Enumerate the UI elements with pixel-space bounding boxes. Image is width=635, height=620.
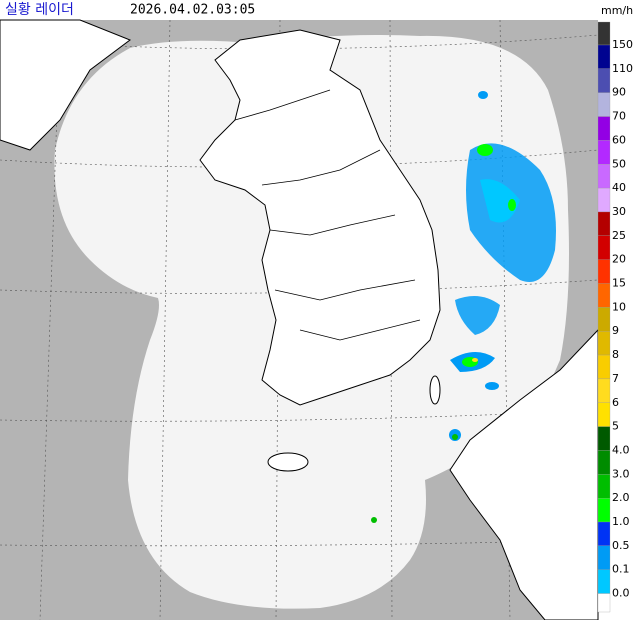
map [0,19,599,620]
legend-label: 1.0 [612,515,630,528]
legend-label: 0.1 [612,563,630,576]
legend-swatch [597,116,611,141]
legend-label: 40 [612,181,626,194]
legend-swatch [597,497,611,523]
legend-swatch [597,164,611,189]
legend-label: 7 [612,372,619,385]
legend-label: 9 [612,324,619,337]
legend-label: 60 [612,133,626,146]
korea-peninsula [199,29,441,406]
title: 실황 레이더 [5,2,74,18]
legend-label: 25 [612,229,626,242]
china-coast [0,19,132,151]
legend-swatch [597,307,611,332]
legend-swatch [597,521,611,547]
legend-swatch [597,569,611,594]
legend-swatch [597,545,611,570]
legend-label: 0.0 [612,587,630,600]
jeju [267,452,309,472]
legend-label: 4.0 [612,443,630,456]
legend-swatch [597,593,611,613]
legend-label: 50 [612,157,626,170]
legend-label: 5 [612,420,619,433]
legend-swatch [597,68,611,93]
legend-label: 70 [612,110,626,123]
legend-swatch [597,450,611,475]
legend-swatch [597,211,611,236]
legend: 150 110 90 70 60 50 40 30 25 20 15 10 9 8 7 6 5 4.0 3.0 2.0… [597,21,633,613]
legend-swatch [597,44,611,70]
legend-label: 110 [612,62,633,75]
legend-swatch [597,354,611,380]
legend-swatch [597,378,611,403]
legend-label: 150 [612,38,633,51]
legend-swatch [597,474,611,499]
unit: mm/h [601,4,633,17]
legend-swatch [597,331,611,356]
timestamp: 2026.04.02.03:05 [130,3,255,18]
legend-label: 6 [612,396,619,409]
legend-label: 20 [612,253,626,266]
legend-swatch [597,92,611,117]
legend-label: 8 [612,348,619,361]
legend-swatch [597,235,611,260]
legend-swatch [597,140,611,165]
tsushima [429,375,441,405]
legend-swatch [597,402,611,427]
legend-label: 10 [612,300,626,313]
japan-coast [449,328,599,620]
precipitation [371,91,556,523]
grid-lines [0,19,599,620]
legend-label: 0.5 [612,539,630,552]
legend-label: 15 [612,277,626,290]
legend-label: 3.0 [612,467,630,480]
legend-label: 90 [612,86,626,99]
legend-swatch [597,21,611,46]
legend-swatch [597,187,611,213]
legend-swatch [597,283,611,308]
legend-swatch [597,259,611,284]
legend-label: 2.0 [612,491,630,504]
header-bar [0,0,635,20]
legend-label: 30 [612,205,626,218]
legend-swatch [597,426,611,451]
